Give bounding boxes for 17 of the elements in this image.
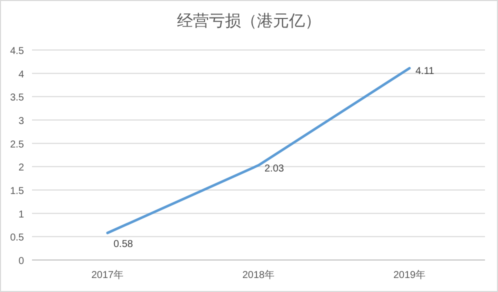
y-tick-label: 1	[18, 209, 24, 220]
data-label: 0.58	[114, 238, 134, 250]
y-tick-label: 3	[18, 116, 24, 127]
y-tick-label: 3.5	[10, 92, 24, 104]
y-tick-label: 2.5	[10, 139, 24, 150]
y-tick-label: 1.5	[10, 186, 24, 197]
chart-title: 经营亏损（港元亿）	[177, 12, 321, 30]
y-tick-label: 0.5	[10, 232, 24, 244]
data-label: 4.11	[416, 66, 435, 78]
y-tick-label: 4.5	[10, 46, 24, 57]
data-label: 2.03	[264, 163, 284, 174]
y-tick-label: 0	[18, 256, 24, 267]
y-tick-label: 4	[18, 69, 24, 80]
x-tick-label: 2017年	[91, 269, 124, 281]
y-tick-label: 2	[18, 162, 24, 174]
x-tick-label: 2019年	[393, 269, 426, 281]
x-tick-label: 2018年	[242, 269, 275, 281]
